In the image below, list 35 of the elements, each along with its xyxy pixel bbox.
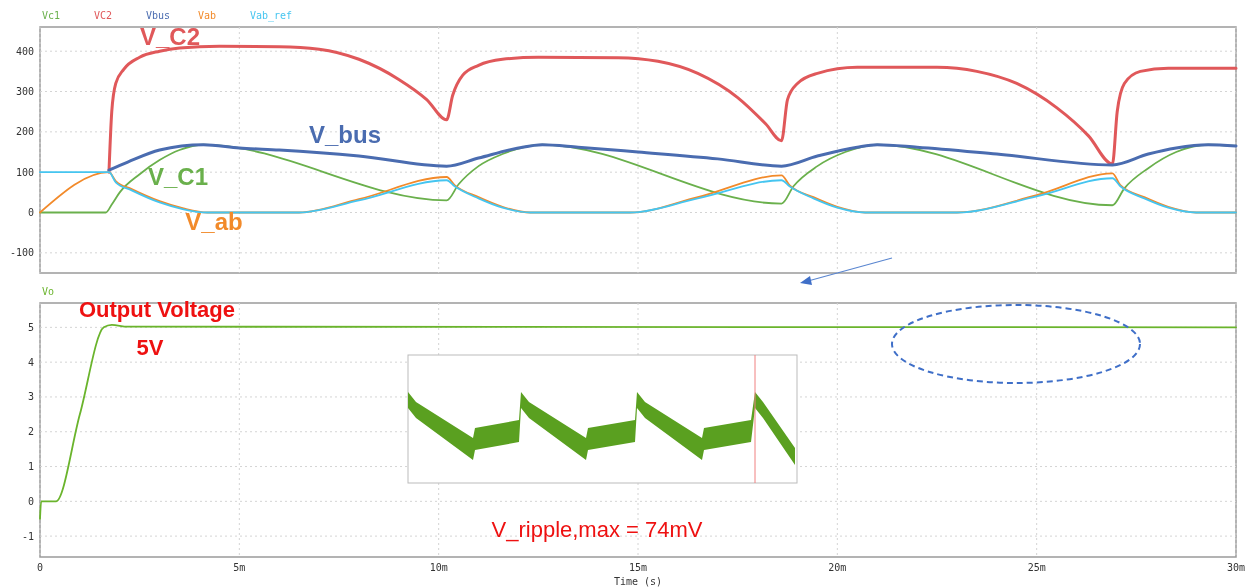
annotation: V_ripple,max = 74mV [491, 517, 703, 542]
y-tick-label: 5 [27, 321, 34, 333]
text: Vab [198, 10, 217, 21]
x-tick-label: 0 [36, 562, 44, 573]
x-tick-label: 30m [1226, 562, 1246, 573]
line-series [39, 324, 1237, 520]
text: Vab_ref [250, 10, 293, 22]
x-tick-label: 10m [429, 562, 448, 573]
annotation: V_C2 [139, 23, 201, 50]
text: Vo [42, 286, 55, 297]
text: Vbus [146, 10, 171, 21]
x-tick-label: 20m [828, 562, 847, 573]
x-axis-title: Time (s) [613, 576, 663, 587]
y-tick-label: 1 [27, 461, 34, 473]
annotation: V_C1 [147, 163, 209, 190]
annotation: Output Voltage [78, 297, 236, 322]
x-tick-label: 25m [1027, 562, 1046, 573]
y-tick-label: 0 [27, 495, 34, 507]
y-tick-label: -100 [9, 247, 34, 259]
annotation: V_ab [185, 208, 243, 235]
y-tick-label: 2 [27, 426, 34, 438]
x-tick-label: 5m [233, 562, 246, 573]
x-tick-label: 15m [628, 562, 648, 573]
y-tick-label: 400 [15, 45, 34, 57]
y-tick-label: 100 [15, 166, 34, 178]
y-tick-label: 300 [15, 86, 34, 98]
y-tick-label: -1 [21, 530, 34, 542]
y-tick-label: 4 [27, 356, 34, 368]
y-tick-label: 3 [27, 391, 34, 403]
annotation: 5V [136, 335, 164, 360]
y-tick-label: 0 [27, 207, 34, 219]
text: VC2 [94, 10, 113, 21]
annotation: V_bus [308, 121, 382, 148]
y-tick-label: 200 [15, 126, 34, 138]
text: Vc1 [42, 10, 61, 21]
